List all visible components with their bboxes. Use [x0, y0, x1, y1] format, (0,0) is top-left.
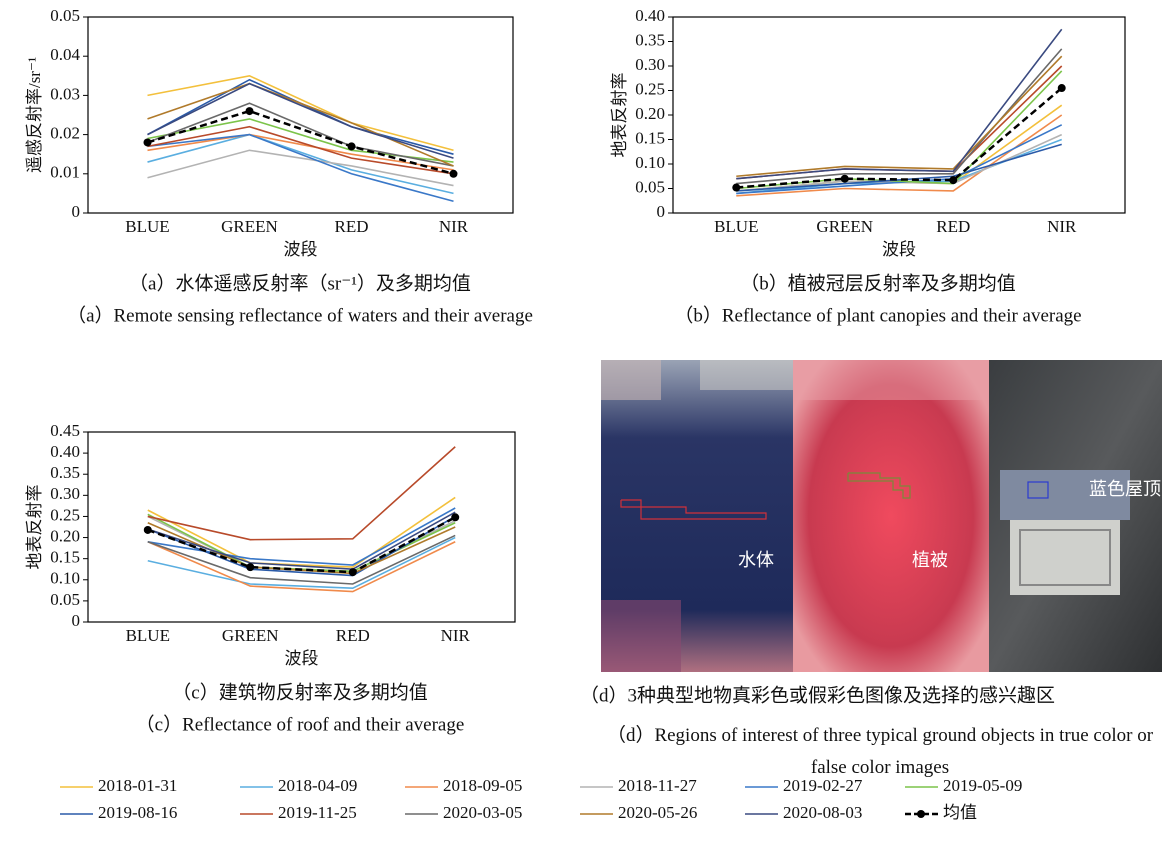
caption-en: （a）Remote sensing reflectance of waters … — [67, 304, 533, 326]
vegetation-image — [793, 360, 989, 672]
plot-frame — [88, 432, 515, 622]
image-label: 植被 — [912, 550, 948, 570]
series-line — [148, 447, 455, 540]
series-line — [736, 49, 1061, 184]
x-tick-label: GREEN — [222, 626, 279, 645]
image-texture — [601, 600, 681, 672]
caption: （a）水体遥感反射率（sr⁻¹）及多期均值 — [129, 272, 471, 294]
y-axis-label: 地表反射率 — [610, 73, 629, 158]
legend-label: 2018-04-09 — [278, 776, 357, 795]
series-line — [736, 105, 1061, 191]
x-tick-label: NIR — [439, 217, 469, 236]
legend-label: 均值 — [943, 803, 977, 822]
series-marker — [451, 513, 459, 521]
y-tick-label: 0.45 — [50, 421, 80, 440]
y-tick-label: 0.05 — [635, 177, 665, 196]
legend-label: 2018-01-31 — [98, 776, 177, 795]
series-marker — [246, 107, 254, 115]
series-line — [148, 76, 454, 150]
image-texture — [601, 360, 661, 400]
series-line — [148, 150, 454, 185]
image-texture — [700, 360, 793, 390]
x-tick-label: BLUE — [125, 217, 169, 236]
legend-label: 2018-09-05 — [443, 776, 522, 795]
y-tick-label: 0.35 — [50, 463, 80, 482]
legend-label: 2019-08-16 — [98, 803, 177, 822]
series-marker — [949, 176, 957, 184]
series-marker — [348, 142, 356, 150]
caption: （d）3种典型地物真彩色或假彩色图像及选择的感兴趣区 — [580, 684, 1055, 706]
series-marker — [1058, 84, 1066, 92]
caption: （b）植被冠层反射率及多期均值 — [740, 272, 1016, 294]
y-tick-label: 0.20 — [50, 526, 80, 545]
y-tick-label: 0.05 — [50, 590, 80, 609]
image-label: 蓝色屋顶 — [1089, 479, 1161, 499]
series-marker — [349, 568, 357, 576]
image-panel: 水体 植被 蓝色屋顶 — [601, 360, 1162, 672]
x-tick-label: RED — [336, 626, 370, 645]
y-tick-label: 0 — [72, 202, 81, 221]
y-tick-label: 0.02 — [50, 124, 80, 143]
y-tick-label: 0.05 — [50, 6, 80, 25]
image-label: 水体 — [738, 550, 774, 570]
x-axis-label: 波段 — [882, 240, 916, 259]
caption-en: （b）Reflectance of plant canopies and the… — [674, 304, 1081, 326]
y-tick-label: 0.01 — [50, 163, 80, 182]
series-marker — [144, 526, 152, 534]
x-tick-label: RED — [936, 217, 970, 236]
series-marker — [450, 170, 458, 178]
caption-en: （d）Regions of interest of three typical … — [600, 720, 1160, 784]
series-marker — [732, 184, 740, 192]
roof-building — [1010, 520, 1120, 595]
y-axis-label: 遥感反射率/sr⁻¹ — [25, 57, 44, 173]
chart: 0 0.05 0.10 0.15 0.20 0.25 0.30 0.35 0.40 BLUE GRE… — [610, 6, 1125, 326]
y-tick-label: 0.15 — [635, 128, 665, 147]
x-tick-label: BLUE — [126, 626, 170, 645]
legend-marker — [917, 810, 925, 818]
y-tick-label: 0.30 — [50, 484, 80, 503]
y-tick-label: 0 — [657, 202, 666, 221]
x-tick-label: NIR — [441, 626, 471, 645]
y-tick-label: 0.20 — [635, 104, 665, 123]
x-tick-label: GREEN — [221, 217, 278, 236]
y-axis-label: 地表反射率 — [25, 485, 44, 570]
y-tick-label: 0.10 — [50, 569, 80, 588]
series-line — [736, 140, 1061, 194]
legend-label: 2020-05-26 — [618, 803, 697, 822]
y-tick-label: 0.15 — [50, 548, 80, 567]
x-axis-label: 波段 — [284, 240, 318, 259]
y-tick-label: 0.03 — [50, 84, 80, 103]
x-axis-label: 波段 — [285, 649, 319, 668]
caption-en: （c）Reflectance of roof and their average — [136, 713, 465, 735]
plot-frame — [88, 17, 513, 213]
legend-label: 2020-08-03 — [783, 803, 862, 822]
x-tick-label: RED — [335, 217, 369, 236]
image-texture — [793, 360, 989, 400]
series-marker — [144, 138, 152, 146]
chart: 0 0.01 0.02 0.03 0.04 0.05 BLUE GREEN RED NIR 波段 遥感… — [25, 6, 533, 326]
y-tick-label: 0.10 — [635, 153, 665, 172]
y-tick-label: 0.40 — [50, 442, 80, 461]
series-marker — [246, 563, 254, 571]
legend-label: 2019-11-25 — [278, 803, 357, 822]
y-tick-label: 0.25 — [635, 79, 665, 98]
x-tick-label: BLUE — [714, 217, 758, 236]
series-marker — [841, 175, 849, 183]
y-tick-label: 0.30 — [635, 55, 665, 74]
chart: 0 0.05 0.10 0.15 0.20 0.25 0.30 0.35 0.40 0.45 BLU… — [25, 421, 515, 735]
y-tick-label: 0 — [72, 611, 81, 630]
legend-label: 2020-03-05 — [443, 803, 522, 822]
x-tick-label: GREEN — [816, 217, 873, 236]
figure: 水体 植被 蓝色屋顶 （d）3种典型地物真彩色或假彩色图像及选择的感兴趣区 00… — [0, 0, 1162, 851]
y-tick-label: 0.35 — [635, 30, 665, 49]
y-tick-label: 0.40 — [635, 6, 665, 25]
y-tick-label: 0.04 — [50, 45, 80, 64]
y-tick-label: 0.25 — [50, 505, 80, 524]
caption: （c）建筑物反射率及多期均值 — [172, 681, 427, 703]
x-tick-label: NIR — [1047, 217, 1077, 236]
